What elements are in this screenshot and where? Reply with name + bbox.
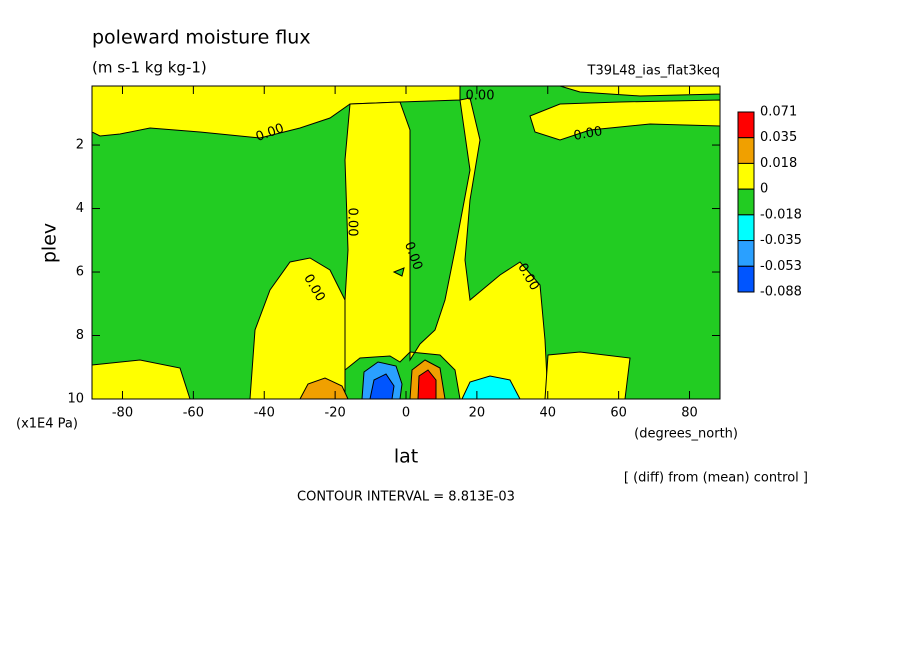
colorbar-box bbox=[737, 137, 755, 164]
x-units: (degrees_north) bbox=[634, 427, 738, 442]
colorbar-box bbox=[737, 240, 755, 267]
colorbar-box bbox=[737, 188, 755, 216]
contour-field: 0.000.00 0.000.000.000.00 0.00 bbox=[91, 85, 721, 400]
y-tick-label: 10 bbox=[67, 392, 84, 407]
x-tick-label: 40 bbox=[539, 406, 556, 421]
note: [ (diff) from (mean) control ] bbox=[624, 471, 808, 486]
y-tick-label: 2 bbox=[76, 138, 84, 153]
y-tick-label: 8 bbox=[76, 328, 84, 343]
x-tick-label: 80 bbox=[681, 406, 698, 421]
colorbar-box bbox=[737, 214, 755, 242]
run-label: T39L48_ias_flat3keq bbox=[587, 64, 720, 79]
contour-label: 0.00 bbox=[466, 89, 495, 104]
colorbar-label: -0.053 bbox=[760, 259, 802, 274]
colorbar-label: 0.071 bbox=[760, 105, 797, 120]
y-axis-label: plev bbox=[39, 223, 61, 263]
contour-island bbox=[392, 267, 405, 277]
contour-region bbox=[91, 85, 461, 139]
contour-label: 0.00 bbox=[345, 208, 360, 237]
colorbar-label: -0.018 bbox=[760, 207, 802, 222]
x-tick-label: -20 bbox=[325, 406, 346, 421]
x-tick-label: -80 bbox=[112, 406, 133, 421]
colorbar-label: -0.035 bbox=[760, 233, 802, 248]
colorbar-box bbox=[737, 265, 755, 293]
contour-label: 0.00 bbox=[572, 124, 603, 144]
chart-subtitle: (m s-1 kg kg-1) bbox=[92, 59, 207, 77]
contour-region bbox=[344, 97, 549, 400]
contour-region bbox=[544, 351, 631, 400]
contour-region bbox=[249, 257, 346, 400]
y-units: (x1E4 Pa) bbox=[16, 417, 78, 432]
y-tick-label: 6 bbox=[76, 265, 84, 280]
contour-region bbox=[529, 99, 721, 141]
x-axis-label: lat bbox=[394, 446, 418, 468]
x-tick-label: 0 bbox=[402, 406, 410, 421]
colorbar-label: -0.088 bbox=[760, 285, 802, 300]
colorbar-label: 0.035 bbox=[760, 130, 797, 145]
colorbar-box bbox=[737, 111, 755, 139]
contour-interval: CONTOUR INTERVAL = 8.813E-03 bbox=[297, 490, 515, 505]
x-tick-label: -40 bbox=[254, 406, 275, 421]
colorbar-label: 0 bbox=[760, 182, 768, 197]
x-tick-label: -60 bbox=[183, 406, 204, 421]
chart-title: poleward moisture flux bbox=[92, 27, 311, 49]
x-tick-label: 20 bbox=[469, 406, 486, 421]
x-tick-label: 60 bbox=[610, 406, 627, 421]
colorbar-box bbox=[737, 162, 755, 190]
colorbar-label: 0.018 bbox=[760, 156, 797, 171]
y-tick-label: 4 bbox=[76, 201, 84, 216]
